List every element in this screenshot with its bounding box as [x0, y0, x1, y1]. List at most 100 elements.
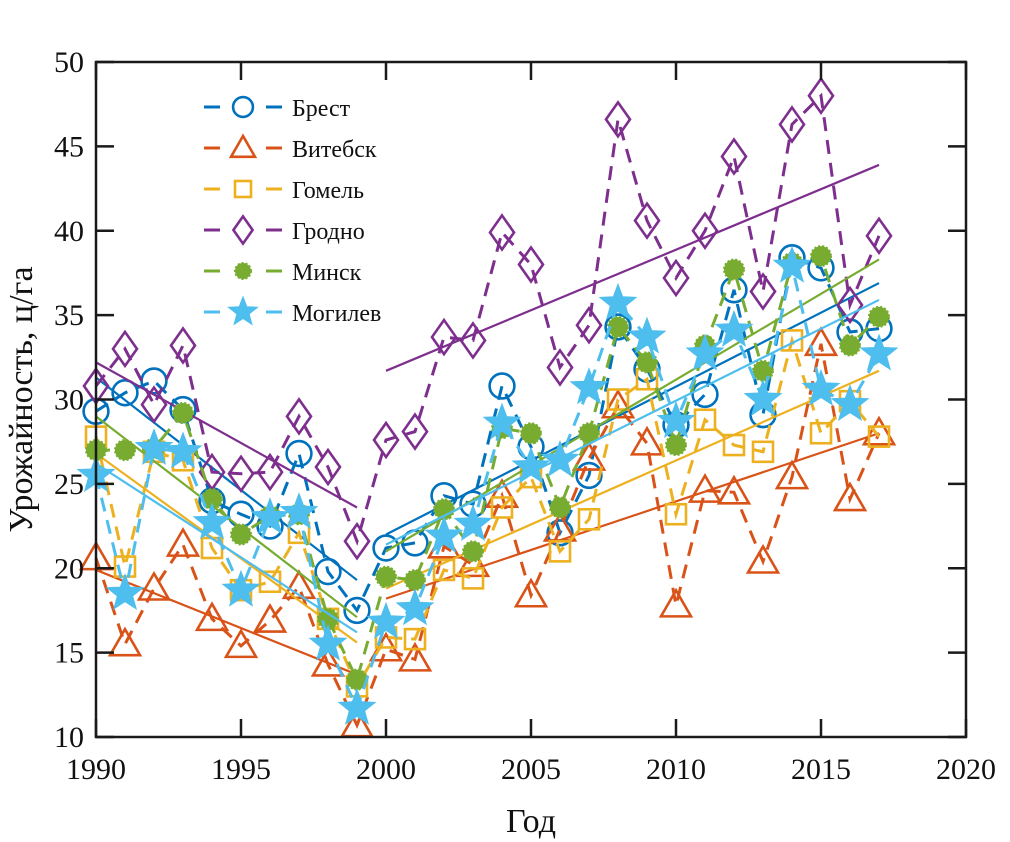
data-point: [107, 626, 143, 657]
data-point: [656, 400, 696, 438]
data-point: [227, 454, 255, 494]
data-point: [432, 558, 456, 582]
data-point: [111, 329, 139, 369]
legend-marker-icon: [233, 179, 253, 199]
data-point: [575, 461, 603, 490]
legend-label: Могилев: [292, 301, 381, 327]
legend-label: Гомель: [292, 178, 364, 204]
data-point: [194, 601, 230, 632]
x-tick-label: 2000: [356, 753, 416, 786]
series-layer: [76, 76, 899, 738]
data-point: [482, 402, 522, 440]
series-line: [94, 334, 881, 690]
trend-line: [95, 462, 358, 634]
legend-marker-icon: [228, 133, 258, 159]
y-tick-label: 40: [54, 215, 84, 248]
data-point: [577, 508, 601, 531]
data-point: [310, 646, 346, 677]
data-point: [163, 431, 203, 469]
data-point: [774, 459, 810, 490]
data-point: [662, 258, 690, 298]
data-point: [404, 569, 426, 592]
data-point: [136, 570, 172, 601]
trend-line: [385, 298, 880, 546]
data-point: [430, 317, 458, 357]
trend-line: [95, 376, 358, 581]
data-point: [540, 439, 580, 477]
data-point: [169, 326, 197, 365]
data-point: [366, 601, 406, 639]
data-point: [571, 440, 607, 471]
data-point: [279, 492, 319, 530]
data-point: [772, 245, 812, 283]
data-point: [462, 540, 484, 563]
data-point: [607, 315, 629, 338]
x-tick-label: 1990: [66, 753, 126, 786]
legend-label: Минск: [292, 260, 362, 286]
legend: Брест Витебск Гомель Гродно Минск Могилев: [204, 95, 381, 327]
series-1: [78, 326, 897, 738]
data-point: [250, 497, 290, 535]
data-point: [868, 305, 890, 328]
legend-item: Могилев: [204, 295, 381, 327]
data-point: [252, 602, 288, 633]
data-point: [375, 565, 397, 588]
data-point: [256, 452, 284, 492]
data-point: [111, 379, 139, 407]
series-line: [95, 255, 880, 614]
legend-marker-icon: [231, 95, 255, 119]
data-point: [780, 329, 804, 352]
data-point: [546, 519, 574, 547]
y-tick-label: 35: [54, 299, 84, 332]
data-point: [633, 201, 661, 240]
data-point: [105, 573, 145, 611]
y-tick-label: 15: [54, 637, 84, 670]
legend-marker-icon: [227, 295, 259, 326]
y-tick-label: 20: [54, 552, 84, 585]
data-point: [395, 588, 435, 626]
data-point: [722, 433, 746, 457]
legend-item: Гомель: [204, 178, 364, 204]
data-point: [314, 447, 342, 487]
data-point: [861, 415, 897, 446]
data-point: [801, 368, 841, 406]
y-tick-label: 10: [54, 721, 84, 754]
data-point: [598, 282, 638, 320]
data-point: [604, 100, 632, 139]
data-point: [664, 502, 688, 526]
data-point: [520, 422, 542, 445]
data-point: [685, 333, 725, 371]
x-tick-label: 2005: [501, 753, 561, 786]
x-tick-label: 2010: [646, 753, 706, 786]
data-point: [140, 367, 168, 395]
data-point: [230, 523, 252, 546]
data-point: [575, 305, 603, 345]
data-point: [548, 540, 572, 563]
x-axis-label: Год: [506, 803, 556, 840]
data-point: [511, 446, 551, 484]
data-point: [314, 557, 342, 586]
data-point: [114, 439, 136, 462]
legend-item: Минск: [204, 260, 362, 286]
legend-marker-icon: [234, 262, 252, 280]
data-point: [343, 521, 371, 561]
data-point: [513, 577, 549, 608]
data-point: [832, 481, 868, 512]
data-point: [745, 543, 781, 574]
data-point: [201, 488, 223, 511]
data-point: [308, 623, 348, 661]
trend-line: [385, 163, 880, 372]
data-point: [807, 76, 835, 116]
data-point: [397, 641, 433, 672]
legend-item: Гродно: [204, 214, 365, 246]
data-point: [134, 427, 174, 465]
data-point: [372, 420, 400, 460]
legend-item: Брест: [204, 95, 351, 122]
data-point: [343, 596, 371, 625]
data-point: [604, 313, 632, 341]
data-point: [720, 137, 748, 176]
series-5: [76, 245, 899, 725]
legend-label: Гродно: [292, 219, 365, 245]
data-point: [629, 425, 665, 456]
data-point: [172, 402, 194, 424]
